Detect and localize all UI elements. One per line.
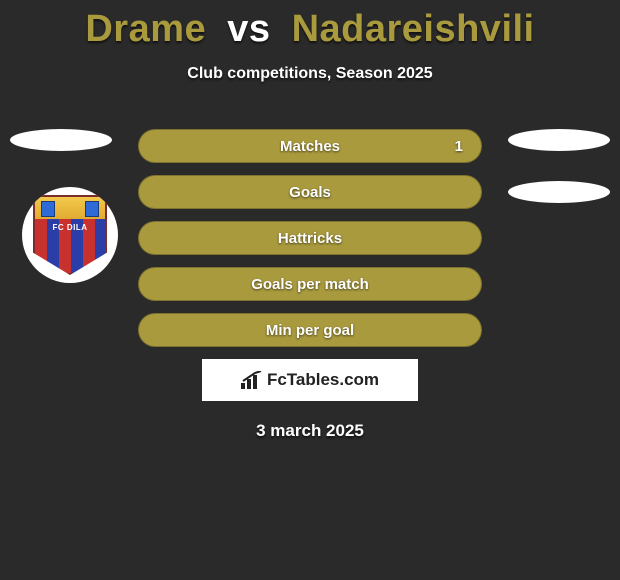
stat-row-min-per-goal: Min per goal: [138, 313, 482, 347]
bar-chart-icon: [241, 371, 263, 389]
stat-label: Hattricks: [278, 230, 342, 247]
footer-date: 3 march 2025: [0, 421, 620, 441]
brand-text: FcTables.com: [267, 370, 379, 390]
stat-label: Matches: [280, 138, 340, 155]
player-right-marker-1: [508, 129, 610, 151]
player-left-marker: [10, 129, 112, 151]
subtitle: Club competitions, Season 2025: [0, 65, 620, 83]
stat-row-goals-per-match: Goals per match: [138, 267, 482, 301]
title-right: Nadareishvili: [292, 8, 535, 50]
brand-box: FcTables.com: [202, 359, 418, 401]
title-left: Drame: [85, 8, 206, 50]
stats-list: Matches 1 Goals Hattricks Goals per matc…: [138, 129, 482, 347]
stat-label: Goals: [289, 184, 331, 201]
title-vs: vs: [227, 8, 270, 50]
stat-label: Min per goal: [266, 322, 354, 339]
comparison-stage: Matches 1 Goals Hattricks Goals per matc…: [0, 129, 620, 441]
stat-row-hattricks: Hattricks: [138, 221, 482, 255]
stat-label: Goals per match: [251, 276, 369, 293]
page-title: Drame vs Nadareishvili: [0, 0, 620, 51]
stat-row-goals: Goals: [138, 175, 482, 209]
shield-icon: [33, 195, 107, 275]
player-right-marker-2: [508, 181, 610, 203]
club-badge: [22, 187, 118, 283]
stat-value-right: 1: [455, 138, 463, 155]
stat-row-matches: Matches 1: [138, 129, 482, 163]
